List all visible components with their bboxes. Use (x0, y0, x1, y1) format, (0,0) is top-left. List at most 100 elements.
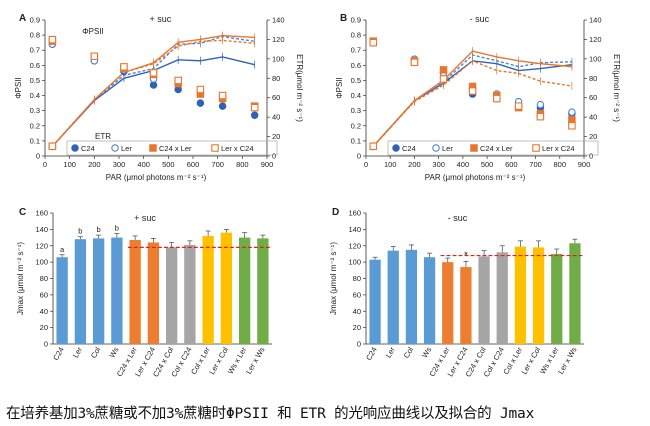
phi-point-ler-x-c24 (218, 91, 227, 100)
figure-caption: 在培养基加3%蔗糖或不加3%蔗糖时ΦPSII 和 ETR 的光响应曲线以及拟合的… (6, 406, 535, 422)
legend-label-ler-x-c24: Ler x C24 (542, 144, 575, 153)
etr-point-ler-x-c24 (48, 142, 57, 151)
bar-ler-x-col (220, 232, 233, 344)
y-tick-label-left: 0.9 (30, 16, 40, 25)
y-tick-label-left: 0.1 (30, 136, 40, 145)
etr-series-line-ler-x-c24 (51, 39, 255, 147)
significance-label: b (115, 223, 119, 232)
phi-point-ler-x-c24 (568, 122, 576, 130)
x-tick-label: 800 (236, 160, 249, 169)
x-tick-label: 0 (43, 160, 47, 169)
phi-point-ler (568, 108, 576, 116)
legend-label-c24: C24 (402, 144, 416, 153)
x-tick-label: 900 (578, 160, 591, 169)
y-tick-label-right: 140 (272, 16, 285, 25)
category-label: Ws (420, 345, 433, 359)
bar-ler-x-c24 (460, 267, 472, 344)
panel-title: - suc (448, 213, 468, 223)
legend-label-ler: Ler (121, 144, 132, 153)
y-tick-label-left: 0.3 (351, 106, 361, 115)
annotation-etr: ETR (95, 132, 111, 141)
y-tick-label: 60 (353, 290, 361, 299)
bar-ler (387, 250, 399, 344)
legend-marker-c24 (392, 144, 400, 152)
category-label: Ws (107, 345, 120, 359)
panel-label: A (19, 13, 26, 24)
phi-point-ler-x-c24 (410, 58, 419, 67)
x-tick-label: 600 (187, 160, 200, 169)
y-tick-label-right: 100 (589, 54, 602, 63)
bar-col (405, 249, 418, 344)
significance-label: a (60, 245, 65, 254)
x-tick-label: 400 (137, 160, 150, 169)
y-tick-label-left: 0.5 (30, 76, 40, 85)
y-tick-label-right: 60 (589, 93, 597, 102)
y-tick-label-left: 0.6 (30, 61, 40, 70)
legend-marker-ler (111, 144, 119, 152)
phi-point-ler-x-c24 (120, 63, 128, 71)
legend-label-c24: C24 (81, 144, 95, 153)
bar-c24-x-ler (129, 240, 141, 344)
y-axis-label-right: ETR(μmol m⁻² s⁻¹) (295, 54, 304, 122)
y-tick-label-right: 40 (272, 113, 280, 122)
phi-point-ler-x-c24 (250, 103, 259, 112)
x-tick-label: 400 (457, 160, 470, 169)
legend-marker-ler-x-c24 (211, 144, 219, 152)
phi-point-c24 (196, 99, 205, 107)
phi-point-c24 (218, 102, 227, 110)
annotation-phipsii: ΦPSII (82, 27, 104, 36)
bar-c24 (56, 257, 68, 344)
legend-box (387, 140, 599, 156)
phi-point-c24 (174, 85, 182, 94)
legend-label-ler-x-c24: Ler x C24 (221, 144, 254, 153)
phi-point-ler-x-c24 (493, 94, 501, 103)
y-tick-label: 160 (348, 209, 361, 218)
legend-label-ler: Ler (442, 144, 453, 153)
bar-ws-x-ler (551, 253, 563, 344)
etr-series-line-c24-x-ler (372, 50, 572, 147)
y-tick-label-right: 120 (589, 35, 602, 44)
bar-col-x-c24 (184, 244, 196, 344)
significance-label: b (78, 227, 82, 236)
x-tick-label: 300 (432, 160, 445, 169)
x-tick-label: 800 (554, 160, 567, 169)
x-tick-label: 600 (505, 160, 518, 169)
x-axis-label: PAR (μmol photons m⁻² s⁻¹) (425, 173, 526, 182)
bar-ler-x-ws (569, 243, 581, 344)
legend-marker-ler-x-c24 (532, 144, 540, 152)
category-label: Col (402, 345, 416, 360)
y-axis-label: Jmax (μmol m⁻² s⁻¹) (16, 242, 25, 315)
y-tick-label: 140 (35, 225, 48, 234)
y-tick-label-left: 0.5 (351, 76, 361, 85)
phi-point-c24-x-ler (439, 66, 448, 74)
etr-series-line-ler-x-c24 (372, 59, 572, 147)
bar-ler (74, 239, 87, 344)
y-tick-label-left: 0.1 (351, 136, 361, 145)
category-label: Col (89, 345, 103, 360)
y-axis-label: Jmax (μmol m⁻² s⁻¹) (329, 242, 338, 315)
bar-ws-x-ler (238, 237, 251, 344)
bar-ws (423, 257, 436, 344)
phi-point-ler-x-c24 (149, 69, 158, 77)
etr-point-ler-x-c24 (369, 142, 378, 151)
y-tick-label-left: 0.4 (351, 91, 361, 100)
x-axis-label: PAR (μmol photons m⁻² s⁻¹) (106, 173, 207, 182)
legend-label-c24-x-ler: C24 x Ler (159, 144, 192, 153)
phi-point-ler-x-c24 (90, 52, 99, 61)
y-axis-label-right: ETR(μmol m⁻² s⁻¹) (612, 54, 621, 122)
x-tick-label: 0 (364, 160, 368, 169)
bar-c24-x-col (478, 256, 490, 344)
category-label: C24 (51, 346, 66, 362)
y-tick-label-left: 0.6 (351, 61, 361, 70)
x-tick-label: 500 (481, 160, 494, 169)
x-tick-label: 700 (211, 160, 224, 169)
y-tick-label: 100 (35, 258, 48, 267)
x-tick-label: 100 (63, 160, 76, 169)
y-tick-label-left: 0.8 (351, 31, 361, 40)
phi-point-ler (536, 100, 545, 109)
y-tick-label: 120 (348, 241, 361, 250)
x-tick-label: 700 (529, 160, 542, 169)
y-tick-label: 80 (40, 274, 48, 283)
legend-box (66, 140, 278, 156)
